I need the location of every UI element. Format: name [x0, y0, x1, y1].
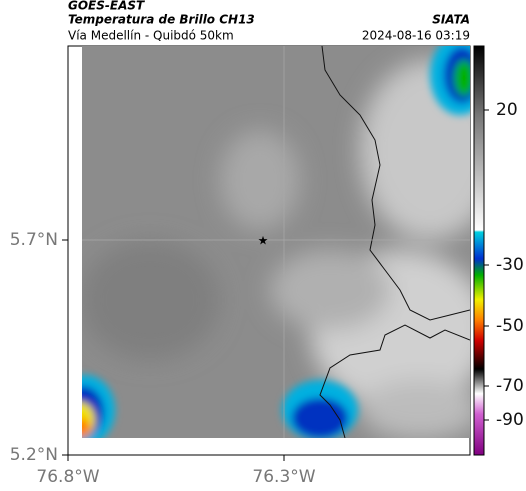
colorbar-label: -90 — [496, 410, 524, 430]
colorbar-label: -70 — [496, 376, 524, 396]
labels: 5.7°N 5.2°N76.8°W 76.3°W 20 -30 -50 -70 -90 — [10, 100, 524, 487]
lon-label: 76.8°W — [36, 467, 99, 487]
title: Temperatura de Brillo CH13 — [68, 13, 255, 27]
colorbar-label: -30 — [496, 255, 524, 275]
satellite-image: ★ — [82, 46, 470, 438]
organization: SIATA — [432, 13, 470, 27]
colorbar — [473, 45, 485, 456]
lon-label: 76.3°W — [252, 467, 315, 487]
lat-label: 5.2°N — [10, 445, 58, 465]
source: GOES-EAST — [68, 0, 145, 13]
subtitle: Vía Medellín - Quibdó 50km — [68, 29, 234, 43]
datetime: 2024-08-16 03:19 — [362, 29, 470, 43]
colorbar-label: 20 — [496, 100, 518, 120]
svg-text:★: ★ — [258, 234, 269, 248]
colorbar-label: -50 — [496, 316, 524, 336]
lat-label: 5.7°N — [10, 230, 58, 250]
